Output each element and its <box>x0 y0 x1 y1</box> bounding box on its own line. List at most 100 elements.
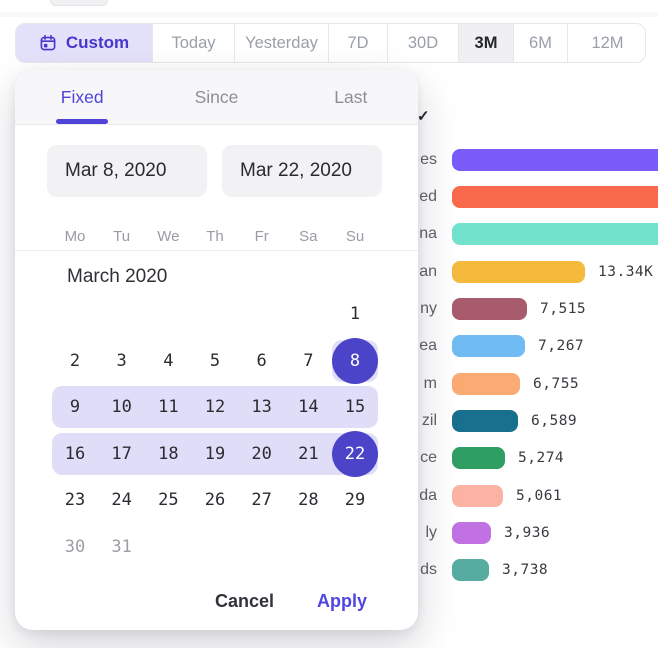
calendar-week: 30 31 <box>15 524 418 571</box>
chart-bar[interactable] <box>452 447 505 470</box>
calendar-week: 16 17 18 19 20 21 22 <box>15 431 418 478</box>
day-13[interactable]: 13 <box>251 397 272 418</box>
weekday-fr: Fr <box>254 228 269 245</box>
chart-row: ea 7,267 <box>0 328 658 365</box>
day-23[interactable]: 23 <box>64 490 86 511</box>
custom-range-label: Custom <box>65 33 130 52</box>
weekday-tu: Tu <box>113 228 131 245</box>
day-10[interactable]: 10 <box>111 397 132 418</box>
active-tab-underline <box>56 119 109 124</box>
day-2[interactable]: 2 <box>69 350 81 371</box>
day-14[interactable]: 14 <box>298 397 319 418</box>
day-3[interactable]: 3 <box>116 350 127 371</box>
chart-row-label: ce <box>420 449 437 467</box>
chart-value: 6,589 <box>531 412 578 429</box>
day-15[interactable]: 15 <box>344 397 366 418</box>
chart-bar[interactable] <box>452 185 658 208</box>
day-9[interactable]: 9 <box>69 397 81 418</box>
day-30[interactable]: 30 <box>64 536 86 557</box>
day-28[interactable]: 28 <box>298 490 319 511</box>
chart-bar[interactable] <box>452 409 518 432</box>
date-range-toolbar: Custom Today Yesterday 7D 30D 3M 6M 12M <box>15 23 646 63</box>
day-24[interactable]: 24 <box>111 490 132 511</box>
start-date-value: Mar 8, 2020 <box>65 160 167 181</box>
tab-fixed[interactable]: Fixed <box>15 70 149 124</box>
tab-last[interactable]: Last <box>284 70 418 124</box>
date-picker-popup: Fixed Since Last Mar 8, 2020 Mar 22, 2020 … <box>15 70 418 630</box>
preset-7d[interactable]: 7D <box>328 24 387 62</box>
calendar-divider <box>15 250 418 251</box>
chart-value: 5,274 <box>518 450 565 467</box>
day-20[interactable]: 20 <box>251 443 272 464</box>
chart-row-label: es <box>420 150 437 168</box>
preset-3m[interactable]: 3M <box>458 24 513 62</box>
chart-bar[interactable] <box>452 260 585 283</box>
chart-value: 7,267 <box>538 338 585 355</box>
chart-row-label: da <box>419 486 437 504</box>
apply-button[interactable]: Apply <box>316 591 367 611</box>
chart-bar[interactable] <box>452 335 525 358</box>
day-7[interactable]: 7 <box>303 350 314 371</box>
chart-bar[interactable] <box>452 297 527 320</box>
chart-row-label: ea <box>419 337 437 355</box>
day-31[interactable]: 31 <box>111 536 132 557</box>
chart-bar[interactable] <box>452 559 489 582</box>
preset-today[interactable]: Today <box>152 24 234 62</box>
chart-value: 7,515 <box>540 300 587 317</box>
legend-checkmark-icon: ✓ <box>417 108 430 125</box>
day-8[interactable]: 8 <box>332 338 379 385</box>
chart-bar[interactable] <box>452 223 658 246</box>
chart-row: ny 7,515 <box>0 290 658 327</box>
chart-value: 13.34K <box>598 263 654 280</box>
picker-footer: Cancel Apply <box>215 591 418 612</box>
chart-bar[interactable] <box>452 148 658 171</box>
preset-6m[interactable]: 6M <box>513 24 567 62</box>
day-4[interactable]: 4 <box>163 350 174 371</box>
day-5[interactable]: 5 <box>209 350 221 371</box>
day-22[interactable]: 22 <box>332 431 379 478</box>
preset-yesterday[interactable]: Yesterday <box>234 24 328 62</box>
chart-row-label: ny <box>420 299 437 317</box>
weekday-su: Su <box>345 228 365 245</box>
day-17[interactable]: 17 <box>111 443 132 464</box>
chart-value: 5,061 <box>516 487 563 504</box>
day-16[interactable]: 16 <box>64 443 86 464</box>
chart-bar[interactable] <box>452 372 520 395</box>
chart-value: 3,936 <box>504 524 551 541</box>
chart-row: ds 3,738 <box>0 552 658 589</box>
day-25[interactable]: 25 <box>158 490 179 511</box>
chart-row-label: zil <box>421 411 437 429</box>
end-date-input[interactable]: Mar 22, 2020 <box>222 145 382 197</box>
preset-30d[interactable]: 30D <box>387 24 458 62</box>
calendar-week: 1 <box>15 291 418 338</box>
day-1[interactable]: 1 <box>349 304 361 325</box>
day-11[interactable]: 11 <box>158 397 179 418</box>
day-21[interactable]: 21 <box>298 443 319 464</box>
tab-since[interactable]: Since <box>149 70 283 124</box>
day-27[interactable]: 27 <box>251 490 272 511</box>
day-26[interactable]: 26 <box>204 490 226 511</box>
day-19[interactable]: 19 <box>204 443 226 464</box>
chart-value: 3,738 <box>502 562 549 579</box>
picker-tabs: Fixed Since Last <box>15 70 418 125</box>
day-12[interactable]: 12 <box>204 397 226 418</box>
day-29[interactable]: 29 <box>344 490 366 511</box>
preset-12m[interactable]: 12M <box>567 24 647 62</box>
custom-range-button[interactable]: Custom <box>16 24 152 62</box>
chart-row: ly 3,936 <box>0 514 658 551</box>
cancel-button[interactable]: Cancel <box>214 591 274 611</box>
chart-bar[interactable] <box>452 521 491 544</box>
calendar-week: 23 24 25 26 27 28 29 <box>15 477 418 524</box>
chart-bar[interactable] <box>452 484 503 507</box>
tab-label: Fixed <box>60 86 104 107</box>
top-edge-fragment <box>50 0 108 6</box>
weekday-sa: Sa <box>299 228 318 245</box>
day-18[interactable]: 18 <box>158 443 179 464</box>
start-date-input[interactable]: Mar 8, 2020 <box>47 145 207 197</box>
chart-row: ce 5,274 <box>0 440 658 477</box>
date-inputs: Mar 8, 2020 Mar 22, 2020 <box>47 145 382 197</box>
tab-label: Last <box>334 86 368 107</box>
day-6[interactable]: 6 <box>256 350 267 371</box>
calendar-grid: 1 2 3 4 5 6 7 8 9 10 11 12 13 14 15 16 17 18 19 20 21 22 23 24 2… <box>15 291 418 570</box>
chart-row-label: ds <box>420 561 437 579</box>
